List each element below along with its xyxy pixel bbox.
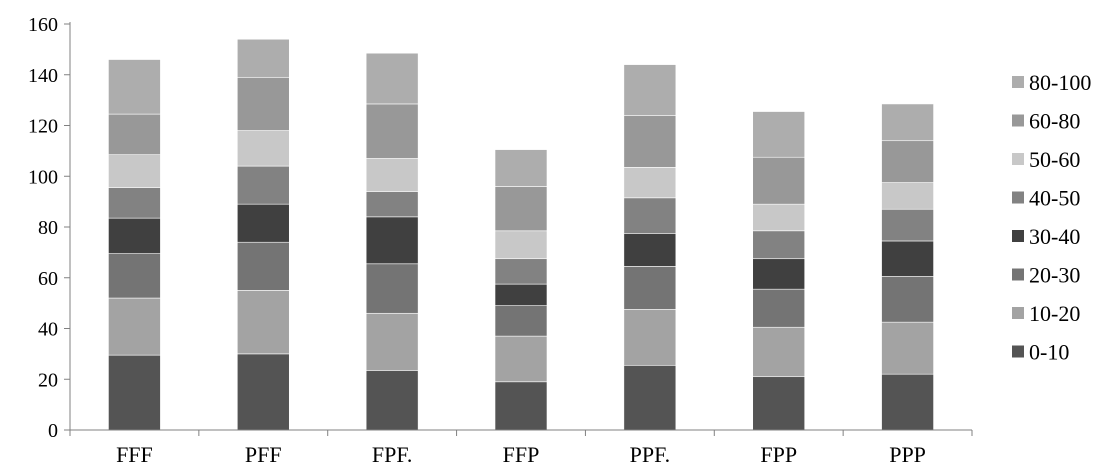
y-tick-label: 80 xyxy=(38,217,58,239)
bar-segment-fff-30-40 xyxy=(108,217,161,254)
legend-label-80-100: 80-100 xyxy=(1029,70,1091,95)
legend-swatch-60-80 xyxy=(1012,114,1024,127)
axes: 0 20 40 60 80 100 120 140 160 FFF PFF FPF. FFP PPF. FP… xyxy=(28,14,973,467)
bar-segment-pff-10-20 xyxy=(236,290,290,355)
bar-segment-ppp-80-100 xyxy=(881,103,934,142)
bar-segment-fpf-80-100 xyxy=(365,52,419,105)
bar-segment-fpf-0-10 xyxy=(365,370,419,431)
legend-swatch-10-20 xyxy=(1012,307,1024,319)
bar-segment-ppf-80-100 xyxy=(623,64,677,116)
y-tick-label: 20 xyxy=(38,369,58,391)
bar-segment-ffp-20-30 xyxy=(494,305,548,337)
bar-segment-pff-40-50 xyxy=(236,165,290,205)
bar-segment-fpp-40-50 xyxy=(752,230,806,260)
bar-segment-ppf-50-60 xyxy=(623,167,677,199)
bar-segment-ppf-60-80 xyxy=(623,115,677,168)
bar-segment-ppp-10-20 xyxy=(881,321,934,375)
bar-segment-pff-0-10 xyxy=(236,353,290,431)
bar-segment-ffp-60-80 xyxy=(494,186,548,232)
y-tick-label: 0 xyxy=(48,420,58,442)
bar-segment-pff-30-40 xyxy=(236,203,290,243)
x-category-label: FFP xyxy=(503,442,540,467)
bar-segment-ppp-60-80 xyxy=(881,140,934,183)
bar-segment-ppp-20-30 xyxy=(881,276,934,323)
bar-segment-fpf-30-40 xyxy=(365,216,419,265)
legend-label-50-60: 50-60 xyxy=(1029,147,1080,172)
x-category-label: FPP xyxy=(760,442,797,467)
bar-segment-ffp-30-40 xyxy=(494,283,548,306)
legend-label-20-30: 20-30 xyxy=(1029,263,1080,288)
y-tick-label: 40 xyxy=(38,319,58,341)
legend-label-60-80: 60-80 xyxy=(1029,109,1080,134)
bar-segment-fpp-50-60 xyxy=(752,203,806,232)
bar-segment-ffp-80-100 xyxy=(494,149,548,187)
bar-segment-pff-80-100 xyxy=(236,38,290,78)
y-tick-label: 140 xyxy=(28,65,58,87)
legend-swatch-80-100 xyxy=(1012,76,1024,88)
bar-segment-ffp-50-60 xyxy=(494,230,548,260)
bar-segment-fpp-10-20 xyxy=(752,326,806,378)
bar-segment-fpf-20-30 xyxy=(365,263,419,314)
bar-segment-fpp-60-80 xyxy=(752,156,806,205)
bar-segment-fpf-50-60 xyxy=(365,158,419,192)
bar-segment-fpp-30-40 xyxy=(752,258,806,290)
legend-swatch-0-10 xyxy=(1012,345,1024,358)
bar-segment-fpp-80-100 xyxy=(752,111,806,158)
bar-segment-pff-60-80 xyxy=(236,76,290,131)
x-category-label: PPP xyxy=(889,442,926,467)
bar-segment-fff-80-100 xyxy=(108,59,161,115)
y-tick-label: 60 xyxy=(38,268,58,290)
bar-segment-ppf-10-20 xyxy=(623,309,677,366)
bar-segment-ppp-0-10 xyxy=(881,373,934,431)
legend-swatch-50-60 xyxy=(1012,153,1024,165)
bar-segment-pff-50-60 xyxy=(236,130,290,167)
x-category-label: PPF. xyxy=(630,442,670,467)
bar-segment-fpf-60-80 xyxy=(365,103,419,159)
legend: 80-100 60-80 50-60 40-50 30-40 20-30 10-20 0-10 xyxy=(1012,70,1091,365)
bar-segment-fpf-10-20 xyxy=(365,312,419,371)
bar-segment-ffp-10-20 xyxy=(494,335,548,383)
bar-segment-fff-60-80 xyxy=(108,113,161,155)
y-tick-label: 100 xyxy=(28,166,58,188)
bar-segment-ppp-50-60 xyxy=(881,182,934,210)
y-tick-label: 120 xyxy=(28,116,58,138)
bar-segment-fpp-0-10 xyxy=(752,376,806,431)
plot-area xyxy=(108,38,934,431)
bar-segment-ppf-20-30 xyxy=(623,266,677,310)
legend-label-10-20: 10-20 xyxy=(1029,301,1080,326)
bar-segment-fpf-40-50 xyxy=(365,191,419,218)
bar-segment-ffp-0-10 xyxy=(494,381,548,431)
legend-label-40-50: 40-50 xyxy=(1029,186,1080,211)
bar-segment-fpp-20-30 xyxy=(752,288,806,328)
bar-segment-fff-20-30 xyxy=(108,253,161,299)
bar-segment-ppp-30-40 xyxy=(881,240,934,277)
y-tick-label: 160 xyxy=(28,14,58,36)
legend-label-30-40: 30-40 xyxy=(1029,224,1080,249)
bar-segment-fff-0-10 xyxy=(108,354,161,431)
bar-segment-fff-10-20 xyxy=(108,297,161,356)
bar-segment-ppf-30-40 xyxy=(623,233,677,267)
x-category-label: PFF xyxy=(245,442,282,467)
legend-swatch-20-30 xyxy=(1012,268,1024,281)
x-category-label: FPF. xyxy=(372,442,412,467)
bar-segment-pff-20-30 xyxy=(236,241,290,291)
bar-segment-ppf-0-10 xyxy=(623,364,677,431)
bar-segment-ppp-40-50 xyxy=(881,208,934,242)
bar-segment-fff-50-60 xyxy=(108,154,161,188)
legend-swatch-30-40 xyxy=(1012,230,1024,242)
legend-swatch-40-50 xyxy=(1012,191,1024,204)
bar-segment-fff-40-50 xyxy=(108,187,161,219)
legend-label-0-10: 0-10 xyxy=(1029,340,1069,365)
bar-segment-ppf-40-50 xyxy=(623,197,677,234)
x-category-label: FFF xyxy=(116,442,153,467)
bar-segment-ffp-40-50 xyxy=(494,258,548,285)
